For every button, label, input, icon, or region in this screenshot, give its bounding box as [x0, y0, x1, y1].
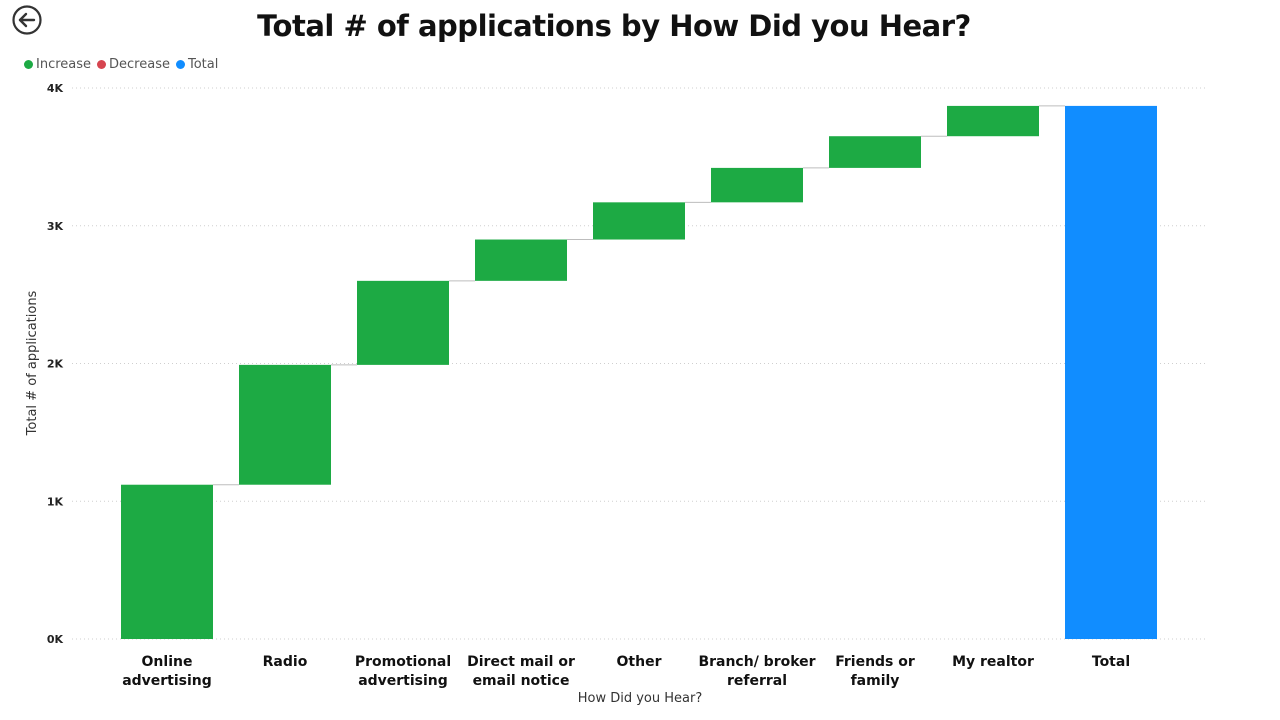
legend-dot-total: [175, 60, 185, 69]
bar-increase: [475, 239, 567, 281]
y-tick-label: 0K: [47, 633, 64, 646]
x-tick-label: Branch/ broker referral: [698, 654, 815, 689]
bar-increase: [711, 167, 803, 203]
y-tick-label: 1K: [47, 495, 64, 508]
legend-item-total[interactable]: Total: [175, 57, 219, 72]
bar-total: [1065, 105, 1157, 640]
x-axis-title: How Did you Hear?: [578, 691, 703, 706]
bar-increase: [947, 105, 1039, 137]
bar-increase: [829, 136, 921, 168]
back-button[interactable]: [12, 5, 42, 35]
x-tick-label: Direct mail or email notice: [467, 654, 575, 689]
bar-increase: [593, 202, 685, 240]
bar-increase: [239, 364, 331, 485]
chart-title: Total # of applications by How Did you H…: [257, 9, 971, 43]
x-tick-label: My realtor: [952, 654, 1034, 670]
x-tick-label: Radio: [263, 654, 308, 670]
x-tick-label: Friends or family: [835, 654, 915, 689]
legend-dot-decrease: [97, 60, 107, 69]
y-tick-label: 4K: [47, 82, 64, 95]
legend-dot-increase: [24, 60, 33, 69]
y-axis-title: Total # of applications: [25, 290, 40, 436]
legend-label-decrease: Decrease: [109, 57, 170, 72]
chart-legend: Increase Decrease Total: [24, 57, 224, 72]
x-tick-label: Promotional advertising: [355, 654, 451, 689]
legend-item-increase[interactable]: Increase: [24, 57, 91, 72]
x-tick-label: Online advertising: [122, 654, 212, 689]
y-tick-label: 3K: [47, 220, 64, 233]
y-tick-label: 2K: [47, 358, 64, 371]
x-tick-label: Other: [617, 654, 662, 670]
bar-increase: [121, 484, 213, 639]
back-arrow-circle-icon: [12, 5, 42, 35]
legend-item-decrease[interactable]: Decrease: [97, 57, 170, 72]
bar-increase: [357, 280, 449, 365]
legend-label-increase: Increase: [36, 57, 92, 72]
legend-label-total: Total: [187, 57, 219, 72]
x-tick-label: Total: [1092, 654, 1130, 670]
